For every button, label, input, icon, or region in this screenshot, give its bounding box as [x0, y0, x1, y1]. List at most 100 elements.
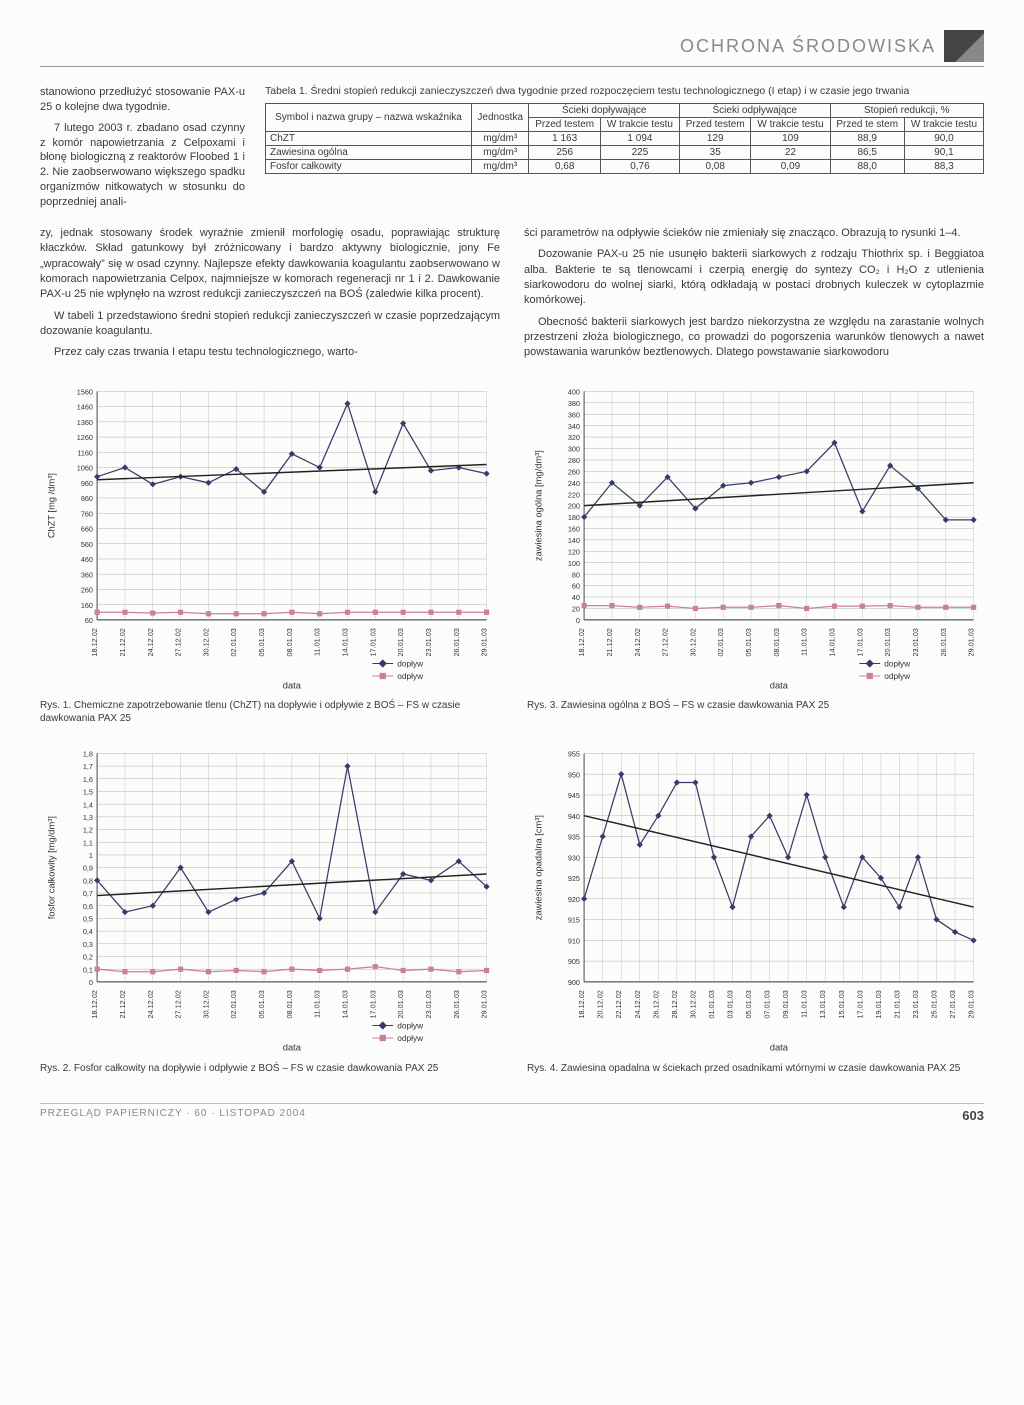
table-cell: 1 163	[529, 131, 600, 145]
svg-text:240: 240	[568, 479, 580, 488]
svg-text:915: 915	[568, 916, 580, 925]
th-sub: Przed testem	[529, 117, 600, 131]
svg-text:140: 140	[568, 536, 580, 545]
chart-2: 00,10,20,30,40,50,60,70,80,911,11,21,31,…	[40, 743, 497, 1055]
svg-text:05.01.03: 05.01.03	[744, 628, 753, 656]
svg-text:30.12.02: 30.12.02	[688, 991, 697, 1019]
svg-text:14.01.03: 14.01.03	[341, 991, 350, 1019]
svg-text:200: 200	[568, 502, 580, 511]
svg-text:360: 360	[81, 570, 93, 579]
svg-text:30.12.02: 30.12.02	[201, 991, 210, 1019]
body-col-left: zy, jednak stosowany środek wyraźnie zmi…	[40, 226, 500, 367]
intro-text-left: stanowiono przedłużyć stosowanie PAX-u 2…	[40, 85, 245, 216]
svg-text:945: 945	[568, 791, 580, 800]
svg-text:odpływ: odpływ	[397, 1034, 424, 1044]
svg-text:360: 360	[568, 410, 580, 419]
svg-text:ChZT [mg /dm³]: ChZT [mg /dm³]	[47, 473, 57, 538]
svg-text:11.01.03: 11.01.03	[313, 991, 322, 1019]
chart-1-block: 6016026036046056066076086096010601160126…	[40, 381, 497, 726]
table-1-caption: Tabela 1. Średni stopień redukcji zaniec…	[265, 85, 984, 99]
svg-text:1260: 1260	[77, 433, 93, 442]
svg-text:17.01.03: 17.01.03	[368, 991, 377, 1019]
svg-text:zawiesina opadalna [cm³]: zawiesina opadalna [cm³]	[534, 815, 544, 920]
svg-text:23.01.03: 23.01.03	[424, 628, 433, 656]
svg-text:29.01.03: 29.01.03	[967, 628, 976, 656]
chart-1-caption: Rys. 1. Chemiczne zapotrzebowanie tlenu …	[40, 699, 497, 725]
svg-text:925: 925	[568, 875, 580, 884]
svg-text:21.12.02: 21.12.02	[118, 628, 127, 656]
intro-p2: 7 lutego 2003 r. zbadano osad czynny z k…	[40, 121, 245, 210]
svg-text:760: 760	[81, 509, 93, 518]
svg-text:data: data	[283, 680, 302, 690]
th-sub: W trakcie testu	[904, 117, 983, 131]
svg-text:27.12.02: 27.12.02	[174, 991, 183, 1019]
svg-text:26.01.03: 26.01.03	[452, 628, 461, 656]
svg-text:27.12.02: 27.12.02	[174, 628, 183, 656]
svg-text:0,9: 0,9	[83, 864, 93, 873]
svg-text:0: 0	[89, 978, 93, 987]
svg-text:260: 260	[81, 585, 93, 594]
svg-text:odpływ: odpływ	[397, 671, 424, 681]
svg-text:0,4: 0,4	[83, 928, 93, 937]
svg-text:23.01.03: 23.01.03	[911, 628, 920, 656]
table-1-block: Tabela 1. Średni stopień redukcji zaniec…	[265, 85, 984, 216]
svg-text:18.12.02: 18.12.02	[90, 628, 99, 656]
svg-text:1: 1	[89, 852, 93, 861]
svg-text:02.01.03: 02.01.03	[716, 628, 725, 656]
table-cell: Zawiesina ogólna	[266, 145, 472, 159]
svg-text:180: 180	[568, 513, 580, 522]
table-cell: 109	[751, 131, 830, 145]
svg-text:27.01.03: 27.01.03	[948, 991, 957, 1019]
section-title: OCHRONA ŚRODOWISKA	[680, 36, 936, 57]
svg-text:30.12.02: 30.12.02	[688, 628, 697, 656]
th-sub: Przed testem	[679, 117, 750, 131]
svg-text:380: 380	[568, 399, 580, 408]
page-footer: PRZEGLĄD PAPIERNICZY · 60 · LISTOPAD 200…	[40, 1103, 984, 1123]
chart-3-caption: Rys. 3. Zawiesina ogólna z BOŚ – FS w cz…	[527, 699, 984, 712]
svg-text:02.01.03: 02.01.03	[229, 991, 238, 1019]
table-cell: 86,5	[830, 145, 904, 159]
svg-text:07.01.03: 07.01.03	[763, 991, 772, 1019]
svg-text:400: 400	[568, 387, 580, 396]
header-logo-icon	[944, 30, 984, 62]
svg-text:20.01.03: 20.01.03	[396, 991, 405, 1019]
svg-text:0,7: 0,7	[83, 890, 93, 899]
svg-text:1,6: 1,6	[83, 775, 93, 784]
svg-text:29.01.03: 29.01.03	[480, 991, 489, 1019]
body-left-p1: zy, jednak stosowany środek wyraźnie zmi…	[40, 226, 500, 303]
svg-text:data: data	[770, 680, 789, 690]
table-cell: 90,1	[904, 145, 983, 159]
svg-text:08.01.03: 08.01.03	[285, 628, 294, 656]
svg-text:1,5: 1,5	[83, 788, 93, 797]
svg-text:23.01.03: 23.01.03	[424, 991, 433, 1019]
svg-text:14.01.03: 14.01.03	[828, 628, 837, 656]
svg-text:dopływ: dopływ	[397, 658, 424, 668]
svg-text:29.01.03: 29.01.03	[967, 991, 976, 1019]
body-right-p1: ści parametrów na odpływie ścieków nie z…	[524, 226, 984, 241]
svg-text:11.01.03: 11.01.03	[313, 628, 322, 656]
chart-4: 90090591091592092593093594094595095518.1…	[527, 743, 984, 1055]
svg-text:1,1: 1,1	[83, 839, 93, 848]
table-cell: 90,0	[904, 131, 983, 145]
svg-text:0,6: 0,6	[83, 902, 93, 911]
svg-text:120: 120	[568, 547, 580, 556]
footer-journal: PRZEGLĄD PAPIERNICZY · 60 · LISTOPAD 200…	[40, 1108, 306, 1123]
chart-2-caption: Rys. 2. Fosfor całkowity na dopływie i o…	[40, 1062, 497, 1075]
th-sub: Przed te stem	[830, 117, 904, 131]
chart-3: 0204060801001201401601802002202402602803…	[527, 381, 984, 693]
svg-text:905: 905	[568, 958, 580, 967]
svg-text:01.01.03: 01.01.03	[707, 991, 716, 1019]
svg-text:0,1: 0,1	[83, 966, 93, 975]
svg-text:80: 80	[572, 570, 580, 579]
svg-text:0,2: 0,2	[83, 953, 93, 962]
svg-text:910: 910	[568, 937, 580, 946]
svg-text:24.12.02: 24.12.02	[633, 628, 642, 656]
svg-text:13.01.03: 13.01.03	[818, 991, 827, 1019]
svg-text:11.01.03: 11.01.03	[800, 991, 809, 1019]
body-left-p3: Przez cały czas trwania I etapu testu te…	[40, 345, 500, 360]
svg-text:0,5: 0,5	[83, 915, 93, 924]
svg-text:25.01.03: 25.01.03	[930, 991, 939, 1019]
svg-text:dopływ: dopływ	[884, 658, 911, 668]
svg-text:fosfor całkowity [mg/dm³]: fosfor całkowity [mg/dm³]	[47, 817, 57, 920]
svg-text:0: 0	[576, 616, 580, 625]
